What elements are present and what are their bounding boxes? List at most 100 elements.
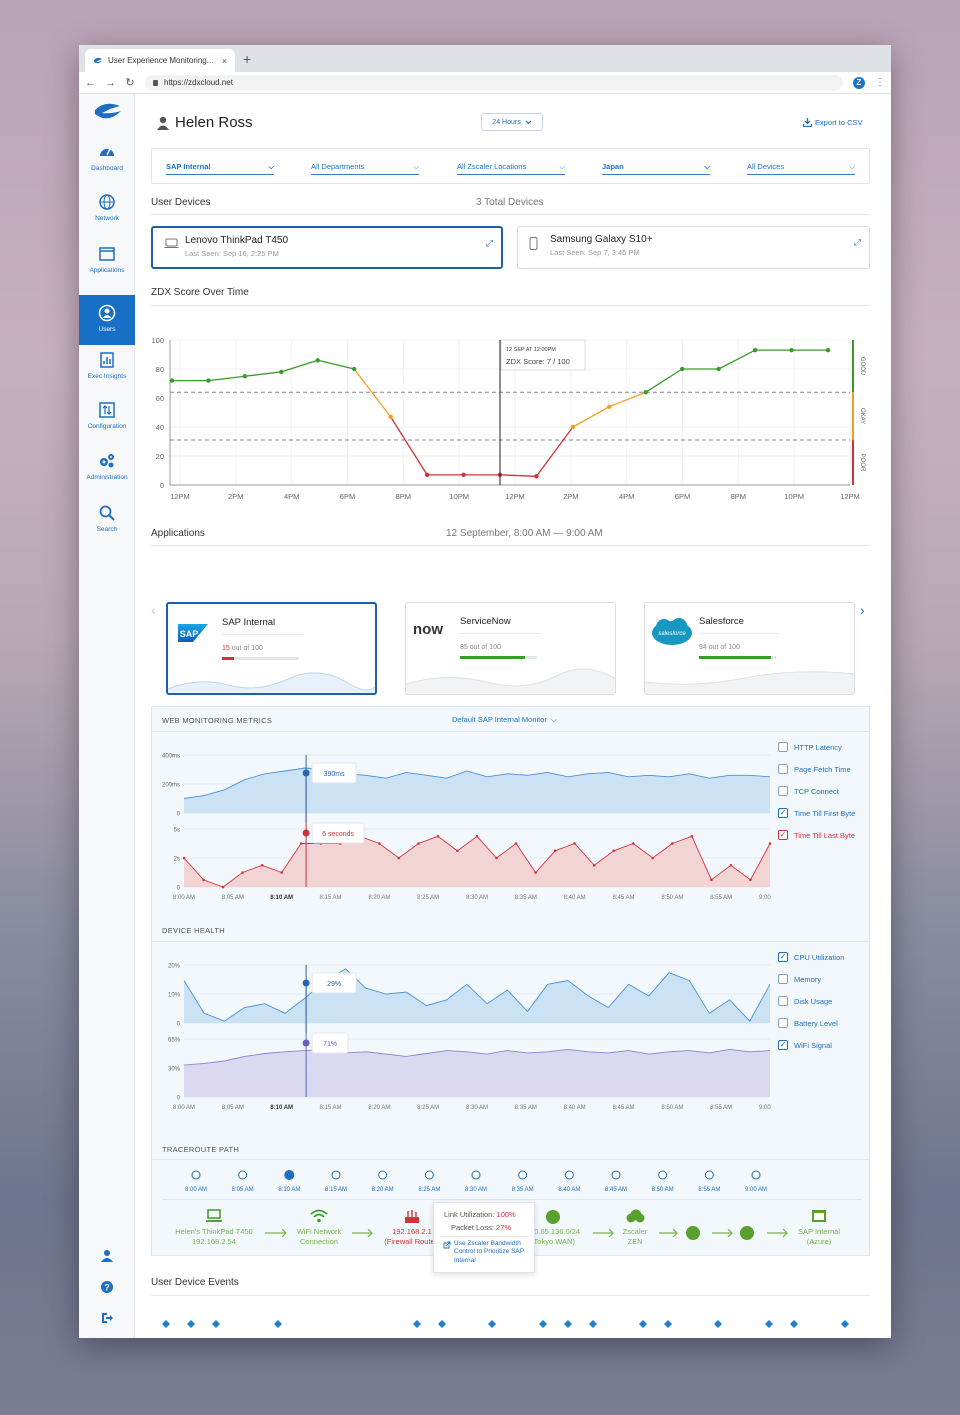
- lock-icon: [153, 79, 158, 86]
- app-score-suffix: out of 100: [467, 644, 501, 651]
- export-csv-link[interactable]: Export to CSV: [803, 118, 863, 127]
- app-card-salesforce[interactable]: salesforce Salesforce 94 out of 100: [644, 602, 855, 695]
- x-tick-label: 8:50 AM: [661, 1105, 683, 1111]
- metric-toggle-tcp-connect[interactable]: TCP Connect: [778, 786, 839, 796]
- data-point: [352, 366, 357, 372]
- checkbox[interactable]: [778, 996, 788, 1006]
- forward-arrow-icon[interactable]: →: [105, 76, 116, 89]
- metric-toggle-battery-level[interactable]: Battery Level: [778, 1018, 838, 1028]
- hop-detail: 192.168.2.54: [192, 1236, 236, 1246]
- checkbox[interactable]: [778, 764, 788, 774]
- monitor-select[interactable]: Default SAP Internal Monitor ⌵: [452, 715, 557, 725]
- filter-devices[interactable]: All Devices ⌵: [747, 159, 855, 175]
- sidebar-item-configuration[interactable]: Configuration: [79, 397, 135, 447]
- checkbox[interactable]: [778, 1018, 788, 1028]
- sidebar-item-administration[interactable]: Administration: [79, 448, 135, 498]
- traceroute-time-dot: [238, 1170, 248, 1180]
- search-icon: [99, 505, 115, 521]
- browser-tab[interactable]: User Experience Monitoring... ×: [85, 49, 235, 72]
- app-card-sap[interactable]: SAP SAP Internal 15 out of 100: [166, 602, 377, 695]
- checkbox[interactable]: [778, 974, 788, 984]
- bandwidth-control-link[interactable]: Use Zscaler Bandwidth Control to Priorit…: [454, 1240, 524, 1264]
- user-device-events-timeline[interactable]: 8:00 AM 8:05 AM 8:10 AM 8:15 AM 8:20 AM 8:25 …: [151, 1299, 870, 1338]
- device-card-lenovo[interactable]: Lenovo ThinkPad T450 Last Seen: Sep 16, …: [151, 226, 503, 269]
- metric-toggle-http-latency[interactable]: HTTP Latency: [778, 742, 842, 752]
- time-range-dropdown[interactable]: 24 Hours: [481, 113, 543, 131]
- app-sparkline: [406, 668, 615, 694]
- sidebar-item-label: Applications: [89, 267, 125, 274]
- chevron-down-icon: ⌵: [849, 161, 855, 171]
- tab-close-icon[interactable]: ×: [221, 55, 227, 66]
- checkbox[interactable]: ✓: [778, 952, 788, 962]
- sidebar-item-search[interactable]: Search: [79, 500, 135, 550]
- metric-toggle-memory[interactable]: Memory: [778, 974, 821, 984]
- metric-toggle-cpu-utilization[interactable]: ✓ CPU Utilization: [778, 952, 844, 962]
- new-tab-button[interactable]: +: [243, 51, 252, 67]
- zscaler-logo[interactable]: [93, 102, 123, 120]
- data-point: [475, 834, 479, 838]
- tab-title: User Experience Monitoring...: [108, 56, 214, 65]
- checkbox[interactable]: ✓: [778, 808, 788, 818]
- profile-icon[interactable]: [100, 1249, 114, 1263]
- device-card-samsung[interactable]: Samsung Galaxy S10+ Last Seen: Sep 7, 3:…: [517, 226, 870, 269]
- reload-icon[interactable]: ↻: [125, 77, 135, 89]
- traceroute-hop[interactable]: SAP Internal (Azure): [759, 1209, 879, 1247]
- metric-toggle-disk-usage[interactable]: Disk Usage: [778, 996, 832, 1006]
- traceroute-hop[interactable]: 130.65.136.0/24 (Tokyo WAN): [493, 1209, 613, 1247]
- carousel-next-icon[interactable]: ›: [860, 602, 865, 618]
- y-tick-label: 65%: [168, 1038, 181, 1044]
- web-monitoring-chart[interactable]: 400ms 200ms 0 5s 2s 0 390ms 6 seconds 8:00 AM 8:0…: [152, 743, 772, 903]
- filter-application[interactable]: SAP Internal ⌵: [166, 159, 274, 175]
- marker-dot: [302, 769, 310, 777]
- data-point: [592, 863, 596, 867]
- y-tick-label: 2s: [174, 857, 180, 863]
- checkbox[interactable]: [778, 742, 788, 752]
- traceroute-time-dot: [471, 1170, 481, 1180]
- help-icon[interactable]: ?: [100, 1280, 114, 1294]
- device-name: Lenovo ThinkPad T450: [185, 235, 289, 246]
- metric-toggle-time-till-last-byte[interactable]: ✓ Time Till Last Byte: [778, 830, 855, 840]
- packet-loss-label: Packet Loss:: [451, 1223, 497, 1232]
- carousel-prev-icon[interactable]: ‹: [151, 602, 156, 618]
- browser-profile-avatar[interactable]: Z: [853, 76, 865, 89]
- device-last-seen: Last Seen: Sep 7, 3:45 PM: [550, 248, 640, 257]
- data-point: [260, 863, 264, 867]
- sidebar-item-network[interactable]: Network: [79, 189, 135, 239]
- x-tick-label: 8:25 AM: [417, 895, 439, 901]
- x-tick-label: 8PM: [396, 492, 411, 501]
- metric-toggle-page-fetch-time[interactable]: Page Fetch Time: [778, 764, 851, 774]
- filter-department[interactable]: All Departments ⌵: [311, 159, 419, 175]
- filter-location[interactable]: All Zscaler Locations ⌵: [457, 159, 565, 175]
- sidebar-item-applications[interactable]: Applications: [79, 241, 135, 291]
- traceroute-timeline[interactable]: 8:00 AM 8:05 AM 8:10 AM 8:15 AM 8:20 AM 8:25 …: [152, 1165, 870, 1195]
- url-field[interactable]: https://zdxcloud.net: [145, 74, 843, 91]
- checkbox[interactable]: ✓: [778, 1040, 788, 1050]
- metric-toggle-wifi-signal[interactable]: ✓ WiFi Signal: [778, 1040, 832, 1050]
- expand-icon[interactable]: ⤢: [853, 237, 861, 247]
- logout-icon[interactable]: [100, 1311, 114, 1325]
- zdx-score-chart[interactable]: 0 20 40 60 80 100 12PM 2PM 4PM 6PM 8PM 10PM 12PM 2PM 4…: [151, 332, 870, 504]
- tooltip-score: ZDX Score: 7 / 100: [506, 357, 570, 366]
- checkbox[interactable]: [778, 786, 788, 796]
- browser-menu-icon[interactable]: ⋮: [875, 77, 885, 88]
- checkbox[interactable]: ✓: [778, 830, 788, 840]
- x-tick-label: 8PM: [731, 492, 746, 501]
- sidebar-item-label: Network: [95, 215, 119, 222]
- sidebar-item-exec-insights[interactable]: Exec Insights: [79, 347, 135, 397]
- sidebar-item-dashboard[interactable]: Dashboard: [79, 139, 135, 189]
- divider: [152, 941, 870, 942]
- data-point: [749, 878, 752, 882]
- sidebar-item-users[interactable]: Users: [79, 295, 135, 345]
- traceroute-hop[interactable]: Zscaler ZEN: [575, 1209, 695, 1247]
- traceroute-hop[interactable]: Helen's ThinkPad T450 192.168.2.54: [154, 1209, 274, 1247]
- filter-geolocation[interactable]: Japan ⌵: [602, 159, 710, 175]
- app-card-servicenow[interactable]: now ServiceNow 85 out of 100: [405, 602, 616, 695]
- traceroute-hop[interactable]: 192.168.2.1 (Firewall Router): [352, 1209, 472, 1247]
- device-health-chart[interactable]: 20% 10% 0 65% 30% 0 29% 71% 8:00 AM 8:05 AM 8:10 A…: [152, 953, 772, 1113]
- metric-toggle-time-till-first-byte[interactable]: ✓ Time Till First Byte: [778, 808, 855, 818]
- traceroute-hop[interactable]: WiFi Network Connection: [259, 1209, 379, 1247]
- user-device-events-heading: User Device Events: [151, 1277, 239, 1288]
- divider: [151, 214, 870, 215]
- back-arrow-icon[interactable]: ←: [85, 76, 96, 89]
- expand-icon[interactable]: ⤢: [485, 238, 493, 248]
